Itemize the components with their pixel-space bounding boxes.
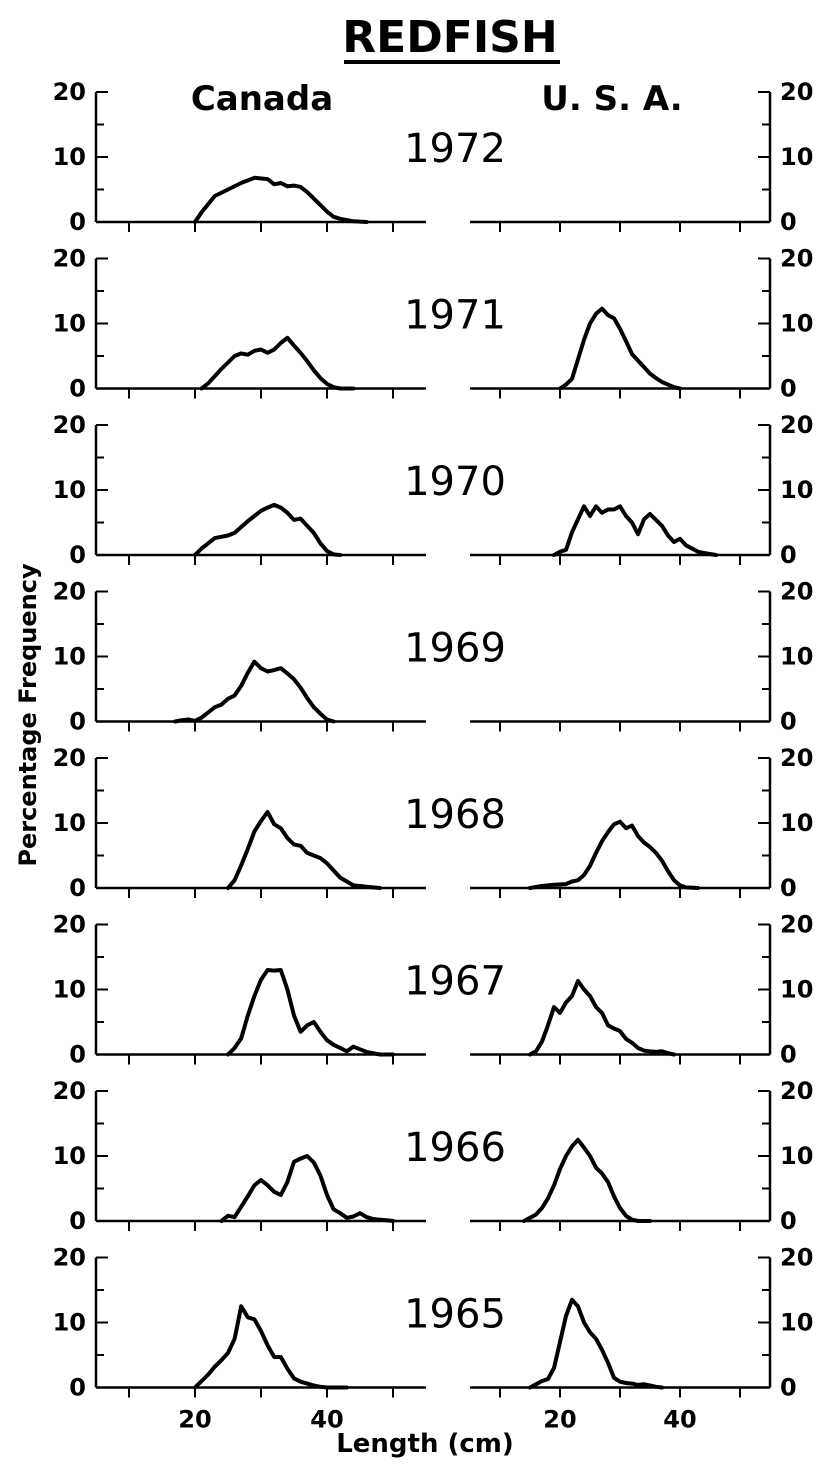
x-tick-label-usa: 20 (543, 1406, 576, 1434)
y-tick-label-right: 20 (780, 411, 813, 439)
series-line-canada (226, 810, 382, 890)
y-tick-label-left: 20 (53, 911, 86, 939)
y-tick-label-right: 10 (780, 1142, 813, 1170)
y-axis-label: Percentage Frequency (14, 563, 42, 867)
y-tick-label-right: 10 (780, 143, 813, 171)
y-tick-label-left: 10 (53, 1142, 86, 1170)
y-tick-label-left: 10 (53, 1309, 86, 1337)
y-tick-label-right: 20 (780, 1244, 813, 1272)
panel-year-label: 1969 (404, 626, 506, 672)
y-tick-label-left: 0 (69, 1207, 86, 1235)
x-tick-label-canada: 20 (178, 1406, 211, 1434)
x-tick-label-usa: 40 (663, 1406, 696, 1434)
panels-group: 0 0 10 10 20 20 1972 0 0 10 10 20 20 1971 0 0 10 10 20 20 19… (53, 78, 814, 1434)
series-line-canada (199, 335, 356, 391)
panel-year-label: 1968 (404, 792, 506, 838)
y-tick-label-left: 20 (53, 411, 86, 439)
series-line-canada (193, 1304, 349, 1390)
y-tick-label-right: 10 (780, 643, 813, 671)
series-line-usa (528, 819, 700, 890)
series-line-usa (558, 306, 682, 391)
series-line-canada (193, 175, 369, 224)
panel-year-label: 1966 (404, 1125, 506, 1171)
y-tick-label-left: 0 (69, 708, 86, 736)
column-header-canada: Canada (191, 79, 333, 119)
y-tick-label-right: 0 (780, 708, 797, 736)
series-line-canada (173, 659, 336, 724)
y-tick-label-left: 0 (69, 208, 86, 236)
panel-year-label: 1972 (404, 126, 506, 172)
x-axis-label: Length (cm) (336, 1429, 514, 1459)
y-tick-label-right: 0 (780, 1041, 797, 1069)
y-tick-label-left: 20 (53, 245, 86, 273)
column-header-usa: U. S. A. (541, 79, 682, 119)
series-line-usa (528, 1297, 664, 1390)
y-tick-label-right: 0 (780, 1207, 797, 1235)
series-line-canada (226, 968, 395, 1057)
y-tick-label-right: 10 (780, 476, 813, 504)
figure-title: REDFISH (342, 12, 557, 63)
panel-year-label: 1970 (404, 459, 506, 505)
y-tick-label-right: 10 (780, 809, 813, 837)
y-tick-label-left: 10 (53, 476, 86, 504)
series-line-canada (219, 1154, 395, 1223)
panel-year-label: 1965 (404, 1292, 506, 1338)
y-tick-label-left: 20 (53, 744, 86, 772)
series-line-usa (552, 504, 718, 557)
y-tick-label-left: 20 (53, 1077, 86, 1105)
y-tick-label-right: 20 (780, 578, 813, 606)
panel-year-label: 1967 (404, 959, 506, 1005)
y-tick-label-right: 20 (780, 744, 813, 772)
y-tick-label-left: 20 (53, 578, 86, 606)
y-tick-label-right: 0 (780, 375, 797, 403)
y-tick-label-right: 20 (780, 911, 813, 939)
y-tick-label-right: 20 (780, 78, 813, 106)
y-tick-label-right: 0 (780, 541, 797, 569)
y-tick-label-left: 20 (53, 78, 86, 106)
y-tick-label-left: 0 (69, 375, 86, 403)
y-tick-label-right: 0 (780, 208, 797, 236)
y-tick-label-right: 20 (780, 245, 813, 273)
y-tick-label-left: 0 (69, 874, 86, 902)
y-tick-label-left: 10 (53, 976, 86, 1004)
y-tick-label-left: 10 (53, 809, 86, 837)
y-tick-label-right: 10 (780, 310, 813, 338)
series-line-canada (193, 502, 343, 557)
y-tick-label-left: 0 (69, 1041, 86, 1069)
series-line-usa (522, 1137, 652, 1223)
y-tick-label-left: 10 (53, 643, 86, 671)
panel-year-label: 1971 (404, 293, 506, 339)
y-tick-label-left: 0 (69, 541, 86, 569)
y-tick-label-right: 10 (780, 976, 813, 1004)
figure-title-group: REDFISH (342, 12, 560, 64)
y-tick-label-right: 0 (780, 1374, 797, 1402)
y-tick-label-left: 0 (69, 1374, 86, 1402)
y-tick-label-right: 10 (780, 1309, 813, 1337)
y-tick-label-left: 10 (53, 143, 86, 171)
x-tick-label-canada: 40 (310, 1406, 343, 1434)
y-tick-label-right: 0 (780, 874, 797, 902)
y-tick-label-left: 10 (53, 310, 86, 338)
y-tick-label-left: 20 (53, 1244, 86, 1272)
series-line-usa (528, 979, 676, 1057)
y-tick-label-right: 20 (780, 1077, 813, 1105)
